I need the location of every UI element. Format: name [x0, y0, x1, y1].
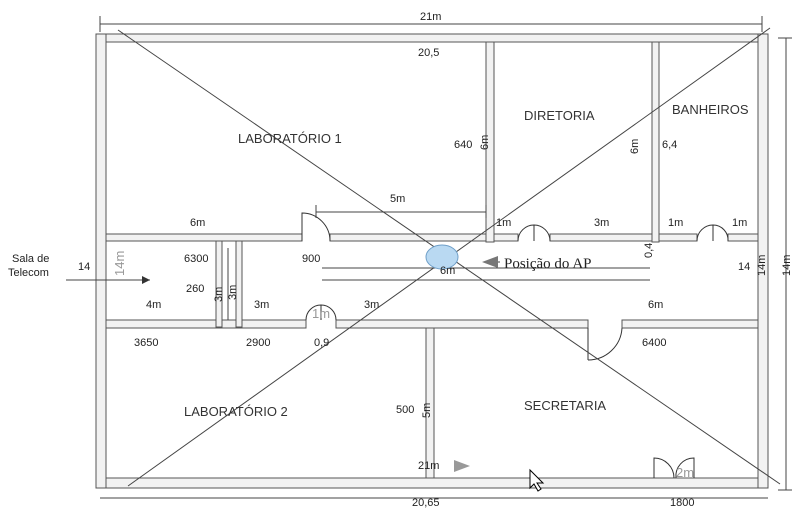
wall-ban-bottom-a [658, 233, 698, 242]
access-point-marker [425, 244, 459, 270]
door-telecom-b [320, 304, 337, 321]
dim-banheiros-height: 6,4 [662, 139, 677, 151]
dim-w-0-9: 0,9 [314, 337, 329, 349]
dim-corr-3m-v: 3m [213, 287, 225, 302]
wall-corridor-bottom-right [621, 319, 759, 329]
wall-corridor-bottom-mid [335, 319, 589, 329]
wall-lab1-bottom-right [329, 233, 487, 242]
door-diretoria-a [517, 224, 535, 242]
wall-telecom-a [215, 240, 223, 328]
dim-diretoria-height: 6m [629, 139, 641, 154]
dim-telecom-4m: 4m [146, 299, 161, 311]
room-label-lab1: LABORATÓRIO 1 [238, 131, 342, 146]
room-label-banheiros: BANHEIROS [672, 102, 749, 117]
dim-lab2-500: 500 [396, 404, 414, 416]
telecom-label-line1: Sala de [12, 253, 49, 265]
wall-bottom [95, 477, 769, 489]
dim-lab1-width: 6m [190, 217, 205, 229]
wall-telecom-b [235, 240, 243, 328]
wall-lab1-diretoria [485, 41, 495, 243]
bottom-arrow-icon [454, 460, 470, 472]
dim-telecom-3m: 3m [254, 299, 269, 311]
dim-corr-260: 260 [186, 283, 204, 295]
dim-corr-900: 900 [302, 253, 320, 265]
door-main-entrance [653, 457, 695, 479]
dim-bottom-2065: 20,65 [412, 497, 440, 509]
dim-corr-3m-v2: 3m [227, 285, 239, 300]
wall-lab2-secretaria [425, 327, 435, 479]
telecom-arrow-icon [142, 276, 150, 284]
wall-diretoria-banheiros [651, 41, 660, 243]
wall-lab1-bottom-left [105, 233, 303, 242]
dim-w-6400: 6400 [642, 337, 666, 349]
dim-ap-6m: 6m [440, 265, 455, 277]
telecom-label-line2: Telecom [8, 267, 49, 279]
room-label-diretoria: DIRETORIA [524, 108, 595, 123]
dim-corr-6300: 6300 [184, 253, 208, 265]
dim-ban-right: 1m [732, 217, 747, 229]
mouse-cursor-icon [529, 468, 545, 492]
wall-right [757, 33, 769, 489]
dim-left-14m: 14m [112, 251, 127, 276]
dim-w-3650: 3650 [134, 337, 158, 349]
door-secretaria [587, 327, 623, 361]
dim-door-1m: 1m [312, 306, 330, 321]
wall-left [95, 33, 107, 489]
dim-dir-mid: 3m [594, 217, 609, 229]
dim-bottom-2m: 2m [676, 465, 694, 480]
dim-lab2-5m: 5m [421, 403, 433, 418]
wall-ban-bottom-b [727, 233, 759, 242]
room-label-secretaria: SECRETARIA [524, 398, 606, 413]
dim-corr-0-4: 0,4 [643, 243, 655, 258]
dim-top-total: 21m [420, 11, 441, 23]
dim-w-2900: 2900 [246, 337, 270, 349]
dim-top-inner: 20,5 [418, 47, 439, 59]
dim-right-6m: 6m [648, 299, 663, 311]
ap-position-label: Posição do AP [504, 256, 592, 272]
dim-dir-left: 1m [496, 217, 511, 229]
wall-dir-bottom-b [549, 233, 653, 242]
dim-right-14m: 14m [756, 255, 768, 276]
door-lab1 [301, 212, 331, 242]
dim-ban-left: 1m [668, 217, 683, 229]
door-banheiros-a [696, 224, 714, 242]
dim-left-14: 14 [78, 261, 90, 273]
dim-lab1-height-m: 6m [479, 135, 491, 150]
dim-lab1-height: 640 [454, 139, 472, 151]
wall-dir-bottom-a [493, 233, 519, 242]
door-banheiros-b [712, 224, 729, 242]
dim-corridor-5m: 5m [390, 193, 405, 205]
ap-arrow-icon [482, 256, 498, 268]
dim-right-14: 14 [738, 261, 750, 273]
wall-corridor-bottom-left [105, 319, 307, 329]
dim-bottom-21m: 21m [418, 460, 439, 472]
wall-top [95, 33, 769, 43]
dim-right-outer-14m: 14m [781, 255, 792, 276]
door-diretoria-b [533, 224, 551, 242]
dim-bottom-1800: 1800 [670, 497, 694, 509]
room-label-lab2: LABORATÓRIO 2 [184, 404, 288, 419]
dim-mid-3m: 3m [364, 299, 379, 311]
